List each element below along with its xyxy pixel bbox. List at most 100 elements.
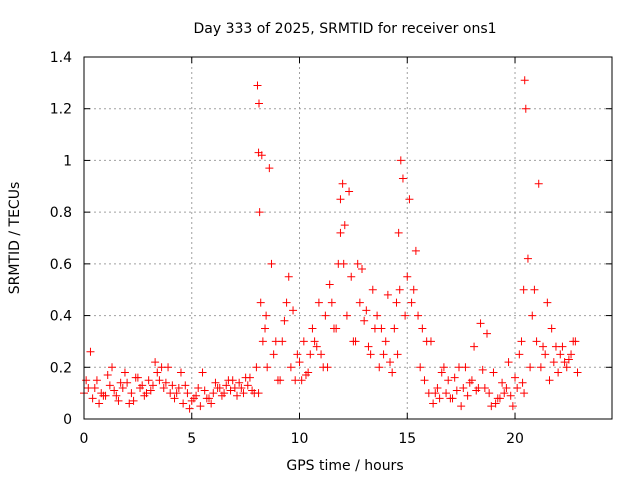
chart-title: Day 333 of 2025, SRMTID for receiver ons…	[193, 21, 496, 37]
data-point	[168, 381, 177, 390]
data-point	[339, 259, 348, 268]
data-point	[116, 378, 125, 387]
data-point	[161, 378, 170, 387]
data-point	[159, 383, 168, 392]
data-point	[393, 350, 402, 359]
data-point	[562, 363, 571, 372]
data-point	[483, 329, 492, 338]
data-point	[257, 151, 266, 160]
data-point	[392, 298, 401, 307]
data-point	[235, 378, 244, 387]
data-point	[500, 389, 509, 398]
data-point	[452, 386, 461, 395]
data-point	[383, 290, 392, 299]
data-point	[133, 373, 142, 382]
data-point	[125, 399, 134, 408]
y-tick-label: 1.2	[50, 102, 72, 118]
data-point	[258, 337, 267, 346]
data-point	[284, 272, 293, 281]
data-point	[375, 363, 384, 372]
data-point	[457, 402, 466, 411]
data-point	[431, 389, 440, 398]
data-point	[551, 342, 560, 351]
data-point	[252, 363, 261, 372]
data-point	[519, 285, 528, 294]
data-point	[306, 350, 315, 359]
data-point	[312, 342, 321, 351]
data-point	[534, 179, 543, 188]
x-tick-label: 5	[187, 431, 196, 447]
data-point	[271, 337, 280, 346]
data-point	[336, 195, 345, 204]
data-point	[388, 368, 397, 377]
data-point	[105, 381, 114, 390]
data-point	[416, 363, 425, 372]
x-tick-label: 15	[398, 431, 416, 447]
data-point	[155, 376, 164, 385]
data-point	[276, 376, 285, 385]
data-point	[327, 298, 336, 307]
data-point	[515, 350, 524, 359]
data-point	[549, 358, 558, 367]
data-point	[439, 363, 448, 372]
data-point	[118, 383, 127, 392]
data-point	[386, 358, 395, 367]
data-point	[90, 383, 99, 392]
data-point	[263, 363, 272, 372]
data-point	[520, 76, 529, 85]
x-tick-label: 0	[80, 431, 89, 447]
grid	[84, 57, 612, 419]
data-point	[504, 358, 513, 367]
data-point	[148, 381, 157, 390]
data-point	[138, 381, 147, 390]
data-point	[239, 389, 248, 398]
data-point	[211, 378, 220, 387]
data-point	[407, 298, 416, 307]
data-point	[532, 337, 541, 346]
data-point	[220, 389, 229, 398]
data-point	[86, 347, 95, 356]
data-point	[409, 285, 418, 294]
data-point	[463, 391, 472, 400]
data-point	[508, 402, 517, 411]
data-point	[340, 221, 349, 230]
data-point	[127, 389, 136, 398]
data-point	[114, 396, 123, 405]
data-point	[99, 391, 108, 400]
data-point	[547, 324, 556, 333]
data-point	[286, 363, 295, 372]
data-point	[426, 337, 435, 346]
data-point	[368, 285, 377, 294]
data-point	[476, 319, 485, 328]
plot-frame	[83, 56, 613, 420]
data-point	[362, 306, 371, 315]
data-point	[498, 378, 507, 387]
data-point	[370, 324, 379, 333]
points-layer	[80, 76, 582, 413]
data-point	[485, 389, 494, 398]
data-point	[310, 337, 319, 346]
data-point	[401, 311, 410, 320]
data-point	[317, 350, 326, 359]
data-point	[332, 324, 341, 333]
data-point	[349, 337, 358, 346]
x-ticks: 0 5 10 15 20	[80, 57, 524, 447]
data-point	[433, 383, 442, 392]
data-point	[513, 383, 522, 392]
data-point	[254, 99, 263, 108]
data-point	[261, 324, 270, 333]
data-point	[146, 386, 155, 395]
data-point	[325, 280, 334, 289]
data-point	[539, 342, 548, 351]
data-point	[183, 389, 192, 398]
data-point	[82, 376, 91, 385]
data-point	[253, 81, 262, 90]
y-axis-label: SRMTID / TECUs	[7, 182, 23, 295]
data-point	[461, 363, 470, 372]
data-point	[308, 324, 317, 333]
data-point	[364, 342, 373, 351]
data-point	[556, 350, 565, 359]
data-point	[435, 394, 444, 403]
data-point	[545, 376, 554, 385]
